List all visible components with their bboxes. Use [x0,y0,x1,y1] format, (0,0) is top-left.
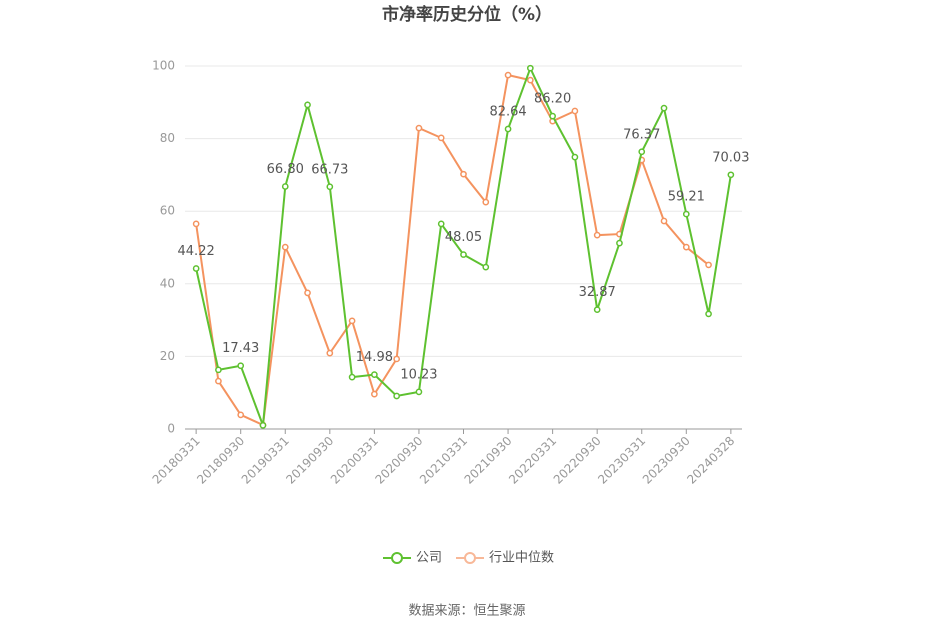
source-note: 数据来源：恒生聚源 [408,604,525,619]
data-point [616,239,623,247]
series-line [195,65,732,426]
data-label: 66.80 [267,162,304,177]
y-tick-label: 100 [152,59,175,73]
data-point [281,243,289,251]
data-point [192,220,200,228]
chart-title: 市净率历史分位（%） [382,4,552,25]
data-point [660,104,668,112]
data-label: 70.03 [712,150,749,165]
y-tick-label: 80 [160,131,175,145]
data-point [415,124,423,132]
data-point [326,183,334,191]
y-tick-label: 20 [160,349,175,363]
data-label: 14.98 [356,350,393,365]
data-point [638,148,646,156]
data-label: 32.87 [579,285,616,300]
data-point [192,265,200,272]
data-point [437,134,445,142]
data-point [437,220,445,228]
data-point [460,170,467,178]
legend-marker [464,552,476,564]
y-tick-label: 0 [167,422,175,436]
y-tick-label: 40 [160,276,175,290]
data-point [371,371,378,378]
data-label: 48.05 [445,230,482,245]
data-point [415,388,423,396]
data-point [682,243,690,251]
data-point [259,422,267,429]
data-point [326,349,334,357]
data-point [215,377,222,385]
data-point [593,306,601,314]
data-point [237,411,245,419]
data-label: 86.20 [534,92,571,107]
data-label: 82.64 [489,105,526,120]
series-line [195,73,710,427]
data-label: 66.73 [311,162,348,177]
data-point [393,355,401,363]
data-label: 44.22 [178,244,215,259]
data-point [482,198,490,206]
data-point [705,310,712,318]
data-point [504,125,512,133]
data-point [571,153,579,161]
data-point [727,171,735,179]
data-point [705,261,712,269]
data-point [281,183,289,190]
data-point [371,390,378,398]
data-point [348,373,356,381]
data-point [237,362,245,370]
data-label: 10.23 [400,367,437,382]
data-point [593,231,601,239]
data-point [504,71,512,79]
data-point [215,366,222,374]
data-label: 76.37 [623,127,660,142]
legend-marker [391,552,403,564]
y-tick-label: 60 [160,204,175,218]
data-point [682,210,690,218]
data-point [549,112,556,120]
data-point [571,107,579,115]
legend-label: 公司 [416,551,442,566]
data-point [660,217,668,225]
data-point [482,263,490,271]
legend-label: 行业中位数 [489,551,554,566]
data-point [304,101,311,109]
x-tick-label: 20240328 [684,434,737,487]
data-point [460,251,467,258]
data-label: 17.43 [222,341,259,356]
data-point [526,64,534,72]
data-point [348,317,356,325]
data-point [304,289,311,297]
data-label: 59.21 [668,190,705,205]
data-point [526,76,534,84]
data-point [393,392,401,400]
